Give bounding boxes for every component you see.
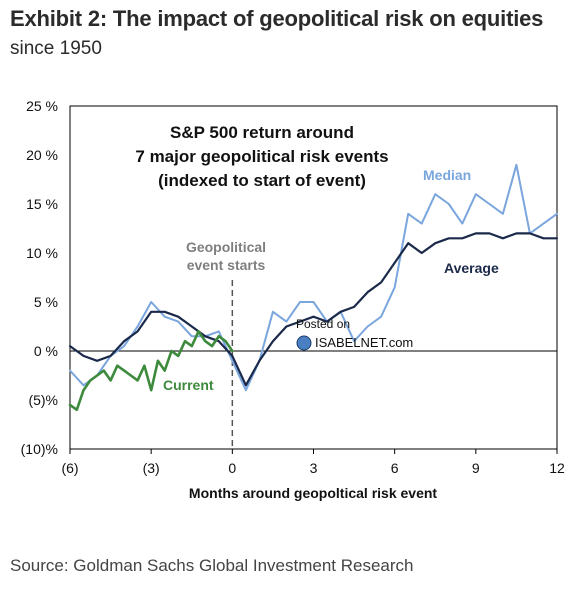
x-axis-title: Months around geopoltical risk event xyxy=(189,485,437,501)
average-series-label: Average xyxy=(444,260,499,276)
y-tick-label: 5 % xyxy=(34,294,58,310)
y-tick-label: 15 % xyxy=(26,196,58,212)
watermark: Posted on ISABELNET.com xyxy=(296,317,413,351)
y-tick-label: (5)% xyxy=(28,392,58,408)
watermark-site: ISABELNET.com xyxy=(315,335,413,350)
y-tick-label: 20 % xyxy=(26,147,58,163)
x-tick-label: 9 xyxy=(472,460,480,476)
y-tick-label: 0 % xyxy=(34,343,58,359)
current-series-label: Current xyxy=(163,377,214,393)
y-tick-label: 25 % xyxy=(26,98,58,114)
median-series-line xyxy=(69,163,558,392)
event-label-line-2: event starts xyxy=(187,257,266,273)
chart-title: Exhibit 2: The impact of geopolitical ri… xyxy=(10,6,544,31)
x-tick-label: (6) xyxy=(61,460,78,476)
y-tick-label: 10 % xyxy=(26,245,58,261)
average-series-line xyxy=(68,232,559,387)
x-tick-label: 0 xyxy=(228,460,236,476)
x-tick-label: 6 xyxy=(391,460,399,476)
globe-icon xyxy=(296,335,312,351)
watermark-posted-on: Posted on xyxy=(296,317,350,331)
box-title-line-2: 7 major geopolitical risk events xyxy=(135,147,388,166)
x-tick-label: 3 xyxy=(310,460,318,476)
chart-subtitle: since 1950 xyxy=(10,38,102,59)
box-title-line-3: (indexed to start of event) xyxy=(158,171,366,190)
x-tick-label: (3) xyxy=(143,460,160,476)
source-note: Source: Goldman Sachs Global Investment … xyxy=(10,556,414,575)
x-tick-label: 12 xyxy=(549,460,565,476)
event-label-line-1: Geopolitical xyxy=(186,239,266,255)
box-title-line-1: S&P 500 return around xyxy=(170,123,354,142)
current-series-line xyxy=(68,330,234,412)
median-series-label: Median xyxy=(423,167,471,183)
y-tick-label: (10)% xyxy=(21,441,58,457)
